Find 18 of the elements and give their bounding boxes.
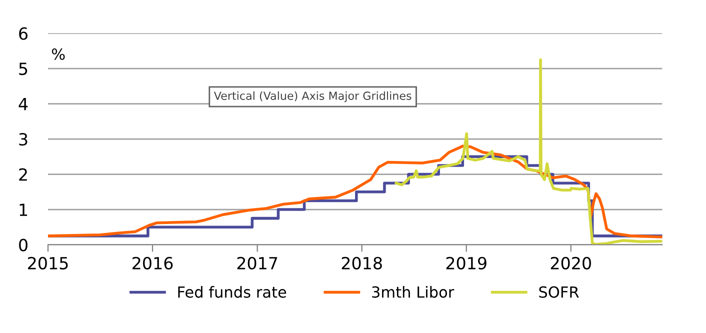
legend-label: Fed funds rate <box>178 286 286 298</box>
annotation: Vertical (Value) Axis Major Gridlines <box>214 91 412 102</box>
x-tick-label: 2015 <box>28 256 68 270</box>
x-tick-label: 2020 <box>550 256 591 270</box>
y-tick-label: 5 <box>19 62 28 76</box>
x-tick-label: 2017 <box>237 256 278 270</box>
y-tick-label: 3 <box>19 132 28 146</box>
y-tick-label: 1 <box>20 204 28 216</box>
y-tick-label: 6 <box>19 27 28 40</box>
y-axis-title: % <box>52 48 65 60</box>
y-tick-label: 4 <box>18 98 28 110</box>
legend-label: 3mth Libor <box>372 286 454 298</box>
legend-label: SOFR <box>539 286 579 298</box>
x-tick-label: 2019 <box>446 256 486 270</box>
x-tick-label: 2018 <box>342 256 382 270</box>
x-tick-label: 2016 <box>132 256 173 270</box>
y-tick-label: 2 <box>19 168 27 181</box>
y-tick-label: 0 <box>19 238 28 252</box>
